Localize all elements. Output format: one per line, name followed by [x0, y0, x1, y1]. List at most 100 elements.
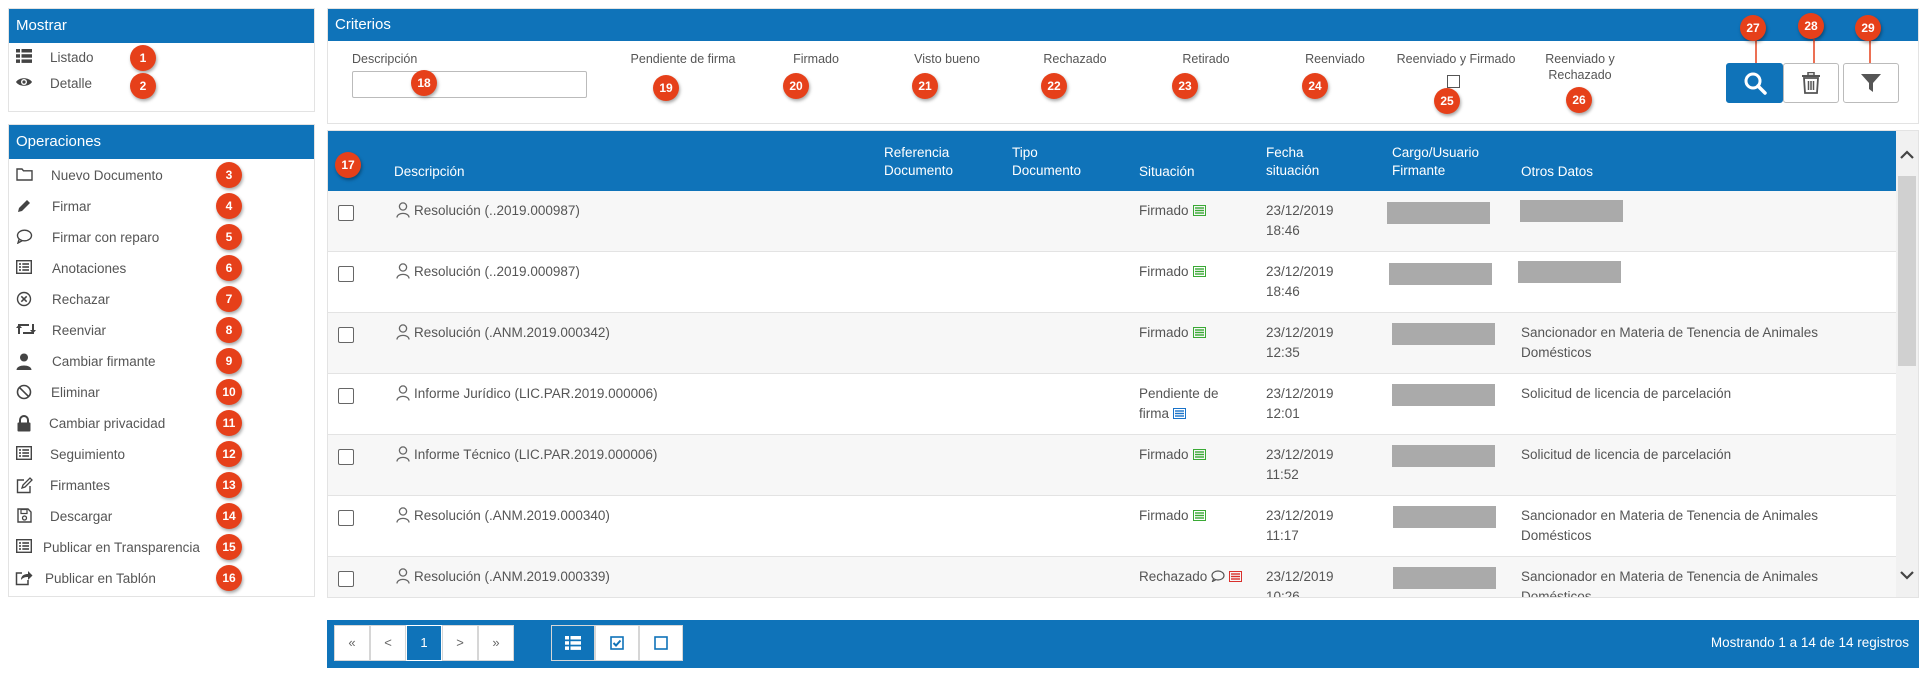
user-icon — [396, 324, 410, 340]
row-checkbox[interactable] — [338, 266, 354, 282]
row-otros: Solicitud de licencia de parcelación — [1521, 386, 1732, 401]
delete-button[interactable] — [1783, 63, 1839, 103]
row-checkbox[interactable] — [338, 510, 354, 526]
status-list-icon[interactable] — [1192, 266, 1206, 277]
filter-reenviado-rechazado[interactable]: Reenviado y Rechazado — [1545, 52, 1615, 82]
op-seguimiento[interactable]: Seguimiento — [9, 443, 309, 467]
col-otros[interactable]: Otros Datos — [1521, 164, 1594, 179]
comment-icon[interactable] — [1211, 570, 1225, 582]
op-firmantes[interactable]: Firmantes — [9, 474, 309, 498]
op-eliminar[interactable]: Eliminar — [9, 381, 309, 405]
table-row[interactable]: Informe Jurídico (LIC.PAR.2019.000006) P… — [328, 374, 1896, 435]
table-row[interactable]: Informe Técnico (LIC.PAR.2019.000006) Fi… — [328, 435, 1896, 496]
table-row[interactable]: Resolución (.ANM.2019.000342) Firmado 23… — [328, 313, 1896, 374]
row-checkbox[interactable] — [338, 571, 354, 587]
op-firmar-con-reparo[interactable]: Firmar con reparo — [9, 226, 309, 250]
row-descripcion[interactable]: Informe Técnico (LIC.PAR.2019.000006) — [414, 447, 658, 462]
callout-badge: 10 — [216, 379, 242, 405]
scroll-up-icon[interactable] — [1899, 147, 1915, 165]
ban-icon — [15, 384, 33, 402]
row-situacion-text: Firmado — [1139, 203, 1189, 218]
row-checkbox[interactable] — [338, 388, 354, 404]
op-cambiar-firmante[interactable]: Cambiar firmante — [9, 350, 309, 374]
row-fecha: 23/12/2019 11:52 — [1266, 445, 1334, 485]
op-publicar-tablon[interactable]: Publicar en Tablón — [9, 567, 309, 591]
op-firmar[interactable]: Firmar — [9, 195, 309, 219]
status-list-icon[interactable] — [1192, 510, 1206, 521]
select-all-button[interactable] — [595, 625, 639, 661]
callout-badge: 26 — [1566, 87, 1592, 113]
col-descripcion[interactable]: Descripción — [394, 164, 465, 179]
status-list-icon[interactable] — [1192, 449, 1206, 460]
op-label: Seguimiento — [50, 447, 126, 462]
row-checkbox[interactable] — [338, 205, 354, 221]
row-fecha: 23/12/2019 18:46 — [1266, 262, 1334, 302]
redacted-firmante — [1389, 263, 1492, 285]
empty-box-icon — [654, 636, 668, 650]
documents-table: Descripción Referencia Documento Tipo Do… — [327, 130, 1919, 598]
scrollbar-thumb[interactable] — [1898, 176, 1916, 366]
filter-button[interactable] — [1843, 63, 1899, 103]
redacted-otros — [1520, 200, 1623, 222]
op-descargar[interactable]: Descargar — [9, 505, 309, 529]
filter-reenviado-firmado[interactable]: Reenviado y Firmado — [1396, 52, 1516, 66]
callout-badge: 20 — [783, 73, 809, 99]
op-cambiar-privacidad[interactable]: Cambiar privacidad — [9, 412, 309, 436]
row-fecha: 23/12/2019 11:17 — [1266, 506, 1334, 546]
table-row[interactable]: Resolución (.ANM.2019.000339) Rechazado … — [328, 557, 1896, 597]
row-descripcion[interactable]: Resolución (.ANM.2019.000340) — [414, 508, 610, 523]
scroll-down-icon[interactable] — [1899, 567, 1915, 585]
row-descripcion[interactable]: Resolución (.ANM.2019.000339) — [414, 569, 610, 584]
col-cargo[interactable]: Cargo/Usuario Firmante — [1392, 145, 1480, 178]
filter-reenviado[interactable]: Reenviado — [1305, 52, 1365, 66]
row-checkbox[interactable] — [338, 327, 354, 343]
row-descripcion[interactable]: Resolución (..2019.000987) — [414, 203, 580, 218]
row-descripcion[interactable]: Resolución (.ANM.2019.000342) — [414, 325, 610, 340]
row-checkbox[interactable] — [338, 449, 354, 465]
row-situacion-text: Pendiente de firma — [1139, 386, 1219, 421]
op-reenviar[interactable]: Reenviar — [9, 319, 309, 343]
vertical-scrollbar[interactable] — [1896, 131, 1918, 597]
filter-visto-bueno[interactable]: Visto bueno — [914, 52, 980, 66]
callout-badge: 22 — [1041, 73, 1067, 99]
row-fecha-date: 23/12/2019 — [1266, 203, 1334, 218]
col-situacion[interactable]: Situación — [1139, 164, 1195, 179]
row-situacion: Firmado — [1139, 445, 1206, 465]
status-list-icon[interactable] — [1229, 571, 1243, 582]
callout-badge: 28 — [1798, 13, 1824, 39]
op-anotaciones[interactable]: Anotaciones — [9, 257, 309, 281]
search-button[interactable] — [1726, 63, 1783, 103]
deselect-all-button[interactable] — [639, 625, 683, 661]
view-list-button[interactable] — [551, 625, 595, 661]
pagination-last[interactable]: » — [478, 625, 514, 661]
row-otros: Solicitud de licencia de parcelación — [1521, 447, 1732, 462]
row-situacion: Firmado — [1139, 506, 1206, 526]
reenviado-firmado-checkbox[interactable] — [1447, 75, 1460, 88]
filter-retirado[interactable]: Retirado — [1182, 52, 1230, 66]
table-row[interactable]: Resolución (.ANM.2019.000340) Firmado 23… — [328, 496, 1896, 557]
status-list-icon[interactable] — [1192, 205, 1206, 216]
pagination-prev[interactable]: < — [370, 625, 406, 661]
status-list-icon[interactable] — [1192, 327, 1206, 338]
pagination-next[interactable]: > — [442, 625, 478, 661]
op-nuevo-documento[interactable]: Nuevo Documento — [9, 164, 309, 188]
col-tipo[interactable]: Tipo Documento — [1012, 145, 1082, 178]
pagination-first[interactable]: « — [334, 625, 370, 661]
mostrar-item-listado[interactable]: Listado — [9, 46, 309, 70]
col-fecha[interactable]: Fecha situación — [1266, 145, 1320, 178]
mostrar-item-detalle[interactable]: Detalle — [9, 72, 309, 96]
row-descripcion[interactable]: Resolución (..2019.000987) — [414, 264, 580, 279]
table-row[interactable]: Resolución (..2019.000987) Firmado 23/12… — [328, 252, 1896, 313]
col-referencia[interactable]: Referencia Documento — [884, 145, 954, 178]
filter-pendiente-firma[interactable]: Pendiente de firma — [630, 52, 736, 66]
pagination-page[interactable]: 1 — [406, 625, 442, 661]
filter-firmado[interactable]: Firmado — [793, 52, 839, 66]
op-publicar-transparencia[interactable]: Publicar en Transparencia — [9, 536, 309, 560]
floppy-icon — [15, 508, 33, 526]
descripcion-input[interactable] — [352, 71, 587, 98]
op-rechazar[interactable]: Rechazar — [9, 288, 309, 312]
filter-rechazado[interactable]: Rechazado — [1043, 52, 1107, 66]
table-row[interactable]: Resolución (..2019.000987) Firmado 23/12… — [328, 191, 1896, 252]
status-list-icon[interactable] — [1173, 408, 1186, 419]
row-descripcion[interactable]: Informe Jurídico (LIC.PAR.2019.000006) — [414, 386, 658, 401]
